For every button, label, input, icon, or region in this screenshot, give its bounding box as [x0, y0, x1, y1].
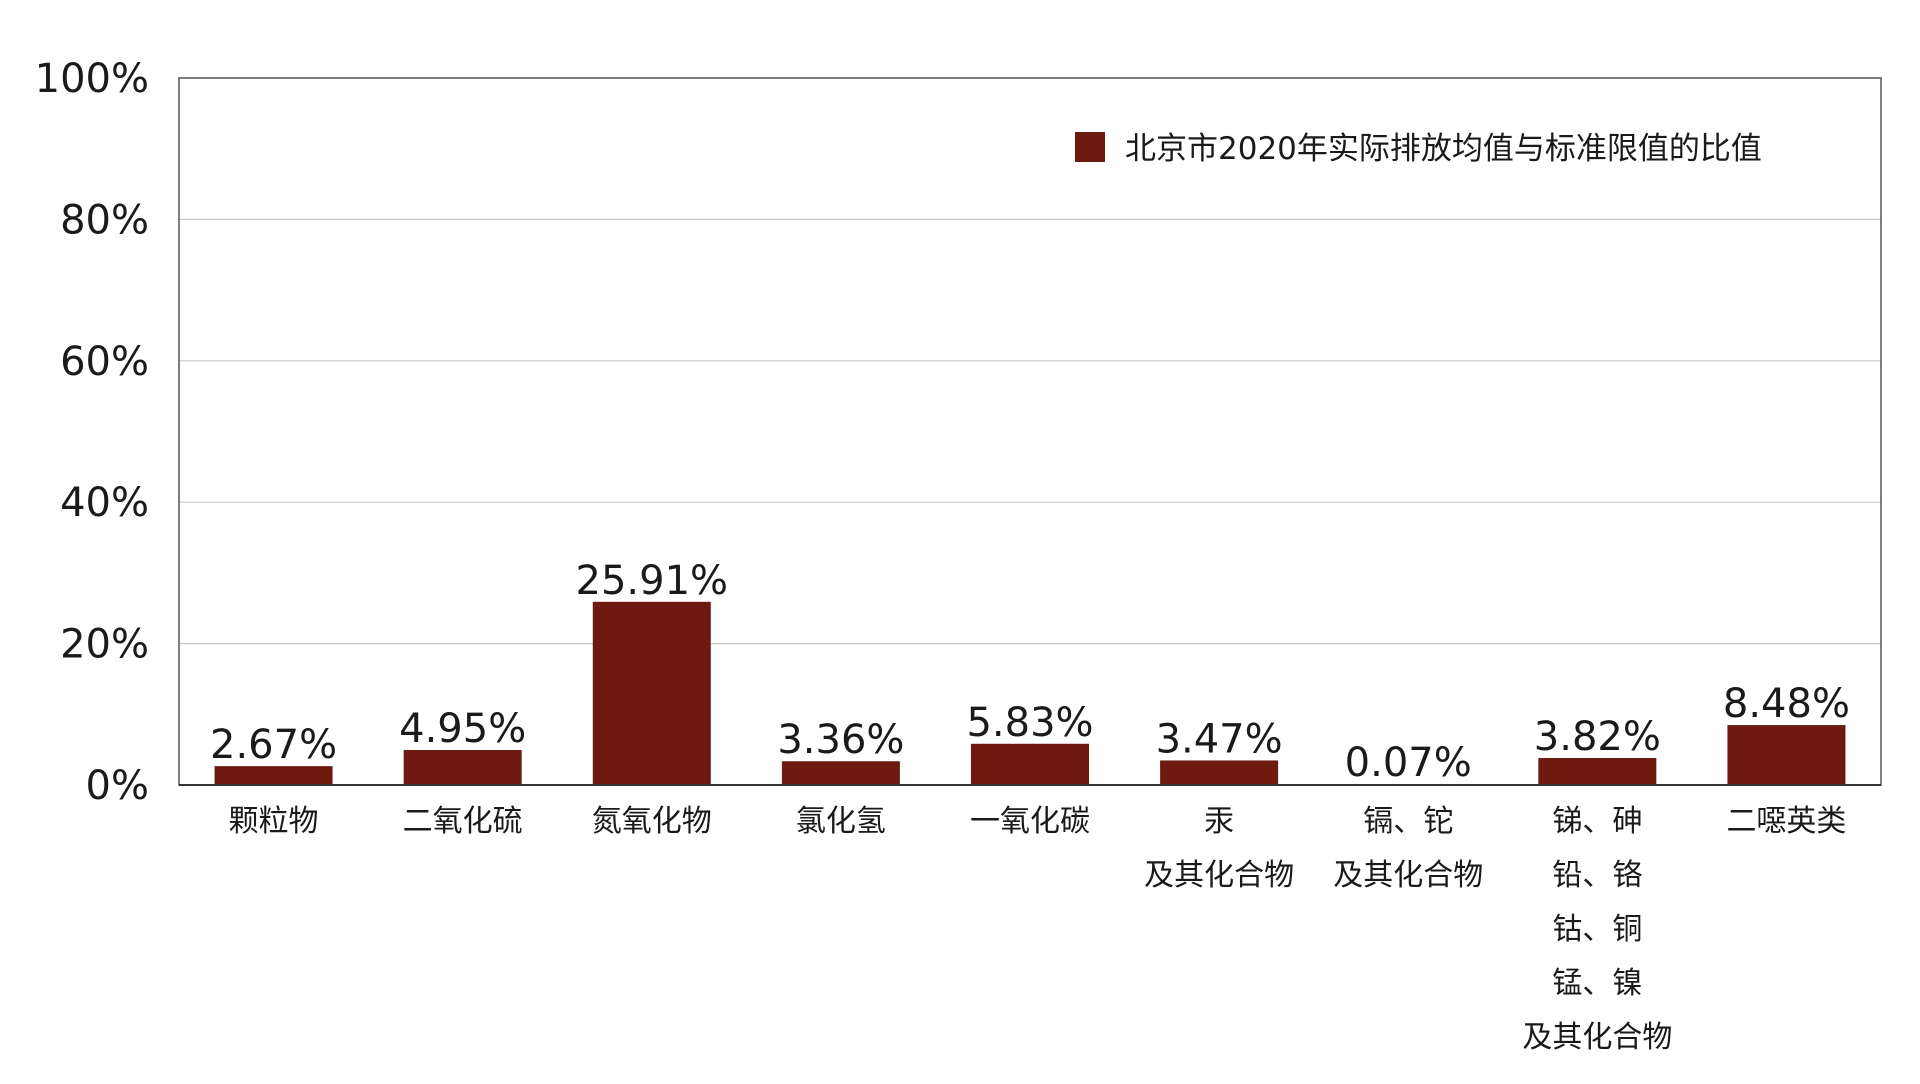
- bar: [971, 743, 1089, 785]
- x-category-label: 氮氧化物: [592, 804, 712, 839]
- x-category-label: 锰、镍: [1552, 966, 1642, 1001]
- data-labels: 2.67% 4.95% 25.91% 3.36% 5.83% 3.47% 0.07% 3.82…: [210, 558, 1850, 786]
- x-category-label: 及其化合物: [1333, 858, 1483, 893]
- x-category-label: 二氧化硫: [403, 804, 523, 839]
- plot-border: [178, 77, 1882, 786]
- bar: [1538, 757, 1657, 785]
- data-label: 3.47%: [1156, 716, 1283, 762]
- y-axis-ticks: 0% 20% 40% 60% 80% 100%: [35, 56, 149, 809]
- x-category-label: 颗粒物: [229, 804, 319, 839]
- data-label: 2.67%: [210, 722, 337, 768]
- x-category-label: 锑、砷: [1552, 804, 1642, 839]
- bar: [403, 750, 522, 785]
- data-label: 5.83%: [966, 700, 1093, 746]
- x-category-label: 钴、铜: [1552, 912, 1642, 947]
- y-tick-label: 20%: [60, 622, 149, 668]
- data-label: 3.36%: [777, 717, 904, 763]
- bar: [1160, 760, 1279, 785]
- y-tick-label: 60%: [60, 339, 149, 385]
- data-label: 8.48%: [1723, 681, 1850, 727]
- bars: [214, 601, 1846, 785]
- x-category-label: 及其化合物: [1144, 858, 1294, 893]
- legend-label: 北京市2020年实际排放均值与标准限值的比值: [1125, 131, 1762, 167]
- x-category-label: 一氧化碳: [970, 804, 1090, 839]
- y-tick-label: 80%: [60, 197, 149, 243]
- y-tick-label: 100%: [35, 56, 149, 102]
- bar: [214, 766, 333, 785]
- plot-frame: [178, 77, 1882, 786]
- data-label: 25.91%: [576, 558, 729, 604]
- x-category-label: 汞: [1204, 804, 1234, 839]
- x-category-label: 及其化合物: [1522, 1020, 1672, 1055]
- x-category-label: 镉、铊: [1363, 804, 1453, 839]
- bar: [1727, 725, 1846, 785]
- legend: 北京市2020年实际排放均值与标准限值的比值: [1075, 131, 1762, 167]
- data-label: 4.95%: [399, 706, 526, 752]
- legend-swatch: [1075, 132, 1105, 162]
- gridlines: [179, 218, 1881, 645]
- x-category-label: 二噁英类: [1726, 804, 1846, 839]
- x-category-label: 氯化氢: [796, 804, 886, 839]
- y-tick-label: 40%: [60, 480, 149, 526]
- bar: [592, 601, 711, 785]
- data-label: 3.82%: [1534, 714, 1661, 760]
- y-tick-label: 0%: [86, 763, 149, 809]
- x-category-label: 铅、铬: [1552, 858, 1642, 893]
- bar: [781, 761, 900, 785]
- data-label: 0.07%: [1345, 740, 1472, 786]
